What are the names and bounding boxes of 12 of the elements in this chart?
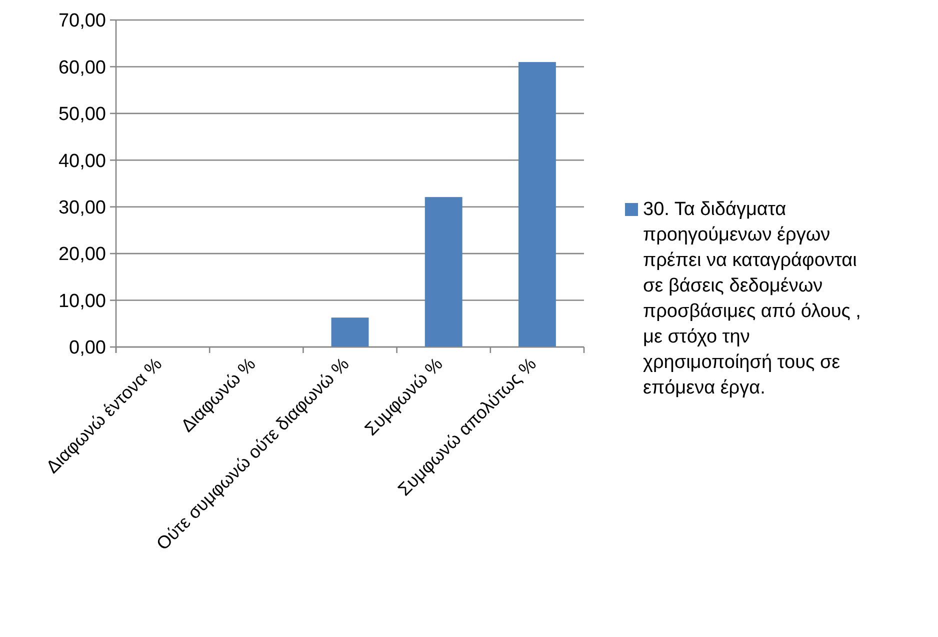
bar [518,62,556,347]
y-tick-label: 20,00 [58,244,106,266]
y-tick-label: 0,00 [69,338,106,359]
legend-label: 30. Τα διδάγματα προηγούμενων έργων πρέπει να καταγράφονται σε βάσεις δεδομένων προσβάσιμες από όλους , με στόχο την χρησιμοποίησή τους σε επόμενα έργα. [643,199,861,398]
y-tick-label: 30,00 [58,198,106,219]
bar [424,197,462,347]
y-tick-label: 70,00 [58,10,106,32]
y-tick-label: 60,00 [58,57,106,78]
y-tick-label: 40,00 [58,150,106,172]
y-tick-label: 50,00 [58,104,106,126]
bar [331,318,369,347]
y-tick-label: 10,00 [58,290,106,312]
